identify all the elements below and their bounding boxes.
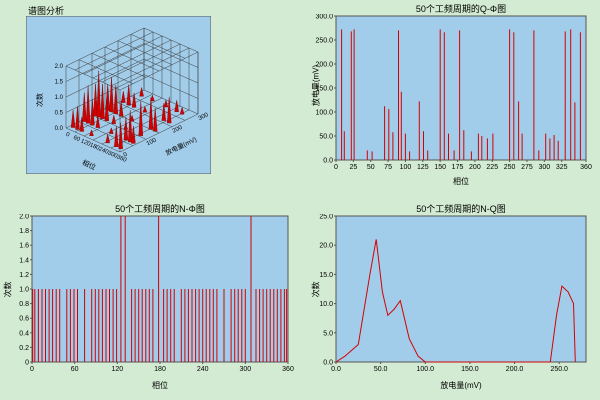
chart-q-phi: 50个工频周期的Q-Φ图 放电量(mV) 300.0 250.0 200.0 150.… (306, 2, 598, 198)
svg-text:300.0: 300.0 (315, 14, 333, 21)
svg-text:0.5: 0.5 (55, 111, 64, 117)
svg-text:275: 275 (521, 164, 533, 171)
svg-text:360: 360 (580, 164, 592, 171)
svg-text:0.0: 0.0 (323, 360, 333, 367)
svg-text:180: 180 (89, 142, 101, 152)
svg-text:15.0: 15.0 (319, 272, 333, 279)
svg-text:200.0: 200.0 (315, 62, 333, 69)
svg-text:100.0: 100.0 (417, 366, 435, 373)
svg-text:0: 0 (25, 360, 29, 367)
svg-text:250.0: 250.0 (315, 38, 333, 45)
svg-text:0: 0 (334, 164, 338, 171)
svg-text:200: 200 (172, 125, 184, 135)
svg-text:120: 120 (111, 366, 123, 373)
svg-text:1.8: 1.8 (19, 228, 29, 235)
svg-text:200.0: 200.0 (506, 366, 524, 373)
n-q-plot-area: 25.0 20.0 15.0 10.0 5.0 0.00.0 50.0 100.0 150.0 2… (319, 214, 587, 373)
panel-title: 谱图分析 (28, 6, 65, 16)
svg-text:0.0: 0.0 (323, 158, 333, 165)
q-phi-plot-area: 300.0 250.0 200.0 150.0 100.0 50.0 0.00 25 50 75 1… (315, 14, 592, 171)
svg-text:0: 0 (30, 366, 34, 373)
svg-text:300: 300 (107, 150, 119, 160)
svg-text:1.2: 1.2 (19, 272, 29, 279)
svg-text:0.2: 0.2 (19, 345, 29, 352)
svg-text:0.0: 0.0 (55, 126, 64, 132)
svg-text:360: 360 (116, 154, 128, 164)
svg-text:50.0: 50.0 (319, 134, 333, 141)
svg-text:0.0: 0.0 (331, 366, 341, 373)
svg-text:5.0: 5.0 (323, 330, 333, 337)
svg-text:60: 60 (72, 135, 81, 143)
svg-text:200: 200 (469, 164, 481, 171)
svg-text:20.0: 20.0 (319, 243, 333, 250)
svg-text:0.8: 0.8 (19, 301, 29, 308)
prpd-3d-graph: 0.0 0.5 1.0 1.5 2.0 0 60 120 180 240 300 360 0 100 200… (25, 15, 212, 175)
svg-text:10.0: 10.0 (319, 301, 333, 308)
svg-text:150: 150 (434, 164, 446, 171)
svg-text:250.0: 250.0 (550, 366, 568, 373)
svg-text:150.0: 150.0 (315, 86, 333, 93)
svg-text:300: 300 (198, 112, 210, 122)
svg-text:1.0: 1.0 (19, 287, 29, 294)
prpd-3d-plot: 0.00.51.01.52.00 601201802403003600100200… (25, 15, 212, 175)
svg-text:0.4: 0.4 (19, 330, 29, 337)
svg-text:0: 0 (123, 151, 129, 158)
svg-text:250: 250 (504, 164, 516, 171)
svg-text:100.0: 100.0 (315, 110, 333, 117)
svg-text:300: 300 (538, 164, 550, 171)
svg-text:50.0: 50.0 (374, 366, 388, 373)
x-axis-label: 相位 (453, 177, 469, 186)
svg-text:1.6: 1.6 (19, 243, 29, 250)
svg-text:100: 100 (400, 164, 412, 171)
svg-text:120: 120 (80, 138, 92, 148)
svg-text:1.4: 1.4 (19, 257, 29, 264)
n-phi-plot-area: 2.0 1.8 1.6 1.4 1.2 1.0 0.8 0.6 0.4 0.2 00 60 120 180… (19, 214, 294, 373)
chart-title: 50个工频周期的N-Φ图 (115, 204, 205, 214)
svg-text:1.5: 1.5 (55, 80, 64, 86)
svg-text:225: 225 (486, 164, 498, 171)
svg-text:2.0: 2.0 (19, 214, 29, 221)
svg-text:次数: 次数 (35, 93, 44, 107)
svg-text:240: 240 (98, 146, 110, 156)
svg-text:2.0: 2.0 (55, 64, 64, 70)
x-axis-label: 相位 (152, 381, 168, 390)
svg-text:175: 175 (452, 164, 464, 171)
svg-text:60: 60 (71, 366, 79, 373)
svg-text:25: 25 (349, 164, 357, 171)
chart-title: 50个工频周期的Q-Φ图 (415, 4, 507, 14)
chart-n-phi: 50个工频周期的N-Φ图 次数 2.0 1.8 1.6 1.4 1.2 1.0 0.8 0.6… (2, 202, 298, 398)
svg-text:240: 240 (197, 366, 209, 373)
svg-text:0: 0 (65, 132, 71, 139)
svg-text:300: 300 (239, 366, 251, 373)
svg-text:360: 360 (282, 366, 294, 373)
x-axis-label: 放电量(mV) (440, 381, 482, 390)
chart-title: 50个工频周期的N-Q图 (416, 204, 506, 214)
svg-text:100: 100 (146, 137, 158, 147)
svg-text:25.0: 25.0 (319, 214, 333, 221)
svg-text:150.0: 150.0 (461, 366, 479, 373)
svg-text:325: 325 (556, 164, 568, 171)
svg-text:1.0: 1.0 (55, 95, 64, 101)
chart-n-q: 50个工频周期的N-Q图 次数 25.0 20.0 15.0 10.0 5.0 0.0 0.… (306, 202, 598, 398)
svg-text:180: 180 (154, 366, 166, 373)
svg-text:0.6: 0.6 (19, 316, 29, 323)
svg-text:125: 125 (417, 164, 429, 171)
svg-text:75: 75 (384, 164, 392, 171)
svg-text:50: 50 (367, 164, 375, 171)
